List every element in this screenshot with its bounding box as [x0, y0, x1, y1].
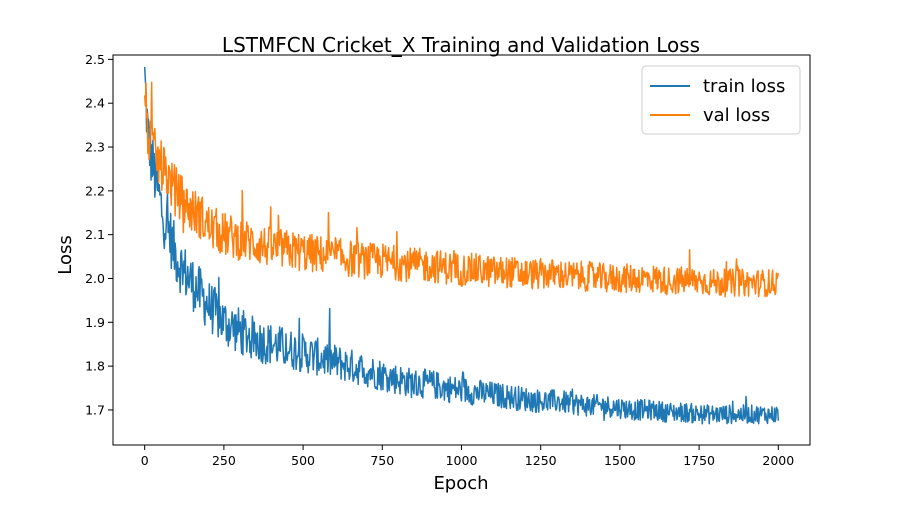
y-tick-label: 1.9 [85, 315, 105, 330]
y-axis-ticks: 1.7 1.8 1.9 2.0 2.1 2.2 2.3 2.4 2.5 [85, 52, 113, 417]
x-axis-ticks: 0 250 500 750 1000 1250 1500 1750 2000 [141, 445, 794, 468]
series-line-train-loss [143, 66, 780, 425]
x-tick-label: 500 [291, 453, 315, 468]
legend-box [641, 65, 801, 135]
x-tick-label: 250 [212, 453, 236, 468]
legend-label-val-loss: val loss [703, 105, 770, 126]
legend: train loss val loss [641, 65, 801, 135]
legend-label-train-loss: train loss [703, 76, 785, 97]
y-tick-label: 1.7 [85, 402, 105, 417]
y-tick-label: 2.3 [85, 140, 105, 155]
y-axis-label: Loss [55, 235, 76, 274]
x-tick-label: 0 [141, 453, 149, 468]
x-tick-label: 1500 [604, 453, 636, 468]
x-tick-label: 1000 [446, 453, 478, 468]
x-tick-label: 750 [370, 453, 394, 468]
x-tick-label: 2000 [762, 453, 794, 468]
plot-area [143, 66, 780, 425]
x-axis-label: Epoch [433, 473, 488, 494]
y-tick-label: 2.2 [85, 183, 105, 198]
y-tick-label: 2.4 [85, 96, 105, 111]
series-line-val-loss [143, 81, 780, 298]
y-tick-label: 1.8 [85, 359, 105, 374]
y-tick-label: 2.5 [85, 52, 105, 67]
y-tick-label: 2.1 [85, 227, 105, 242]
axes-frame [112, 54, 811, 446]
chart-title: LSTMFCN Cricket_X Training and Validatio… [222, 33, 700, 57]
x-tick-label: 1750 [683, 453, 715, 468]
x-tick-label: 1250 [525, 453, 557, 468]
y-tick-label: 2.0 [85, 271, 105, 286]
